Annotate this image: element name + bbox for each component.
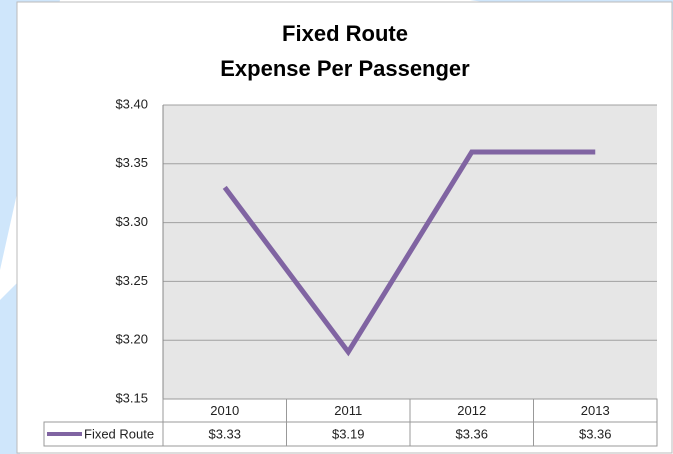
x-tick-label: 2010: [210, 403, 239, 418]
series-line: [222, 149, 596, 357]
chart-title: Fixed Route: [282, 21, 408, 46]
background-shape: [0, 280, 20, 454]
data-label: $3.36: [455, 426, 488, 441]
y-tick-label: $3.35: [115, 155, 148, 170]
legend-label: Fixed Route: [84, 426, 154, 441]
data-label: $3.33: [208, 426, 241, 441]
data-label: $3.36: [579, 426, 612, 441]
y-tick-label: $3.20: [115, 332, 148, 347]
y-tick-label: $3.25: [115, 273, 148, 288]
y-tick-label: $3.15: [115, 390, 148, 405]
x-tick-label: 2011: [334, 403, 362, 418]
chart-title: Expense Per Passenger: [220, 56, 470, 81]
y-tick-label: $3.30: [115, 214, 148, 229]
y-tick-label: $3.40: [115, 96, 148, 111]
x-tick-label: 2012: [457, 403, 486, 418]
table-border: [43, 421, 164, 447]
x-tick-label: 2013: [581, 403, 610, 418]
data-label: $3.19: [332, 426, 365, 441]
